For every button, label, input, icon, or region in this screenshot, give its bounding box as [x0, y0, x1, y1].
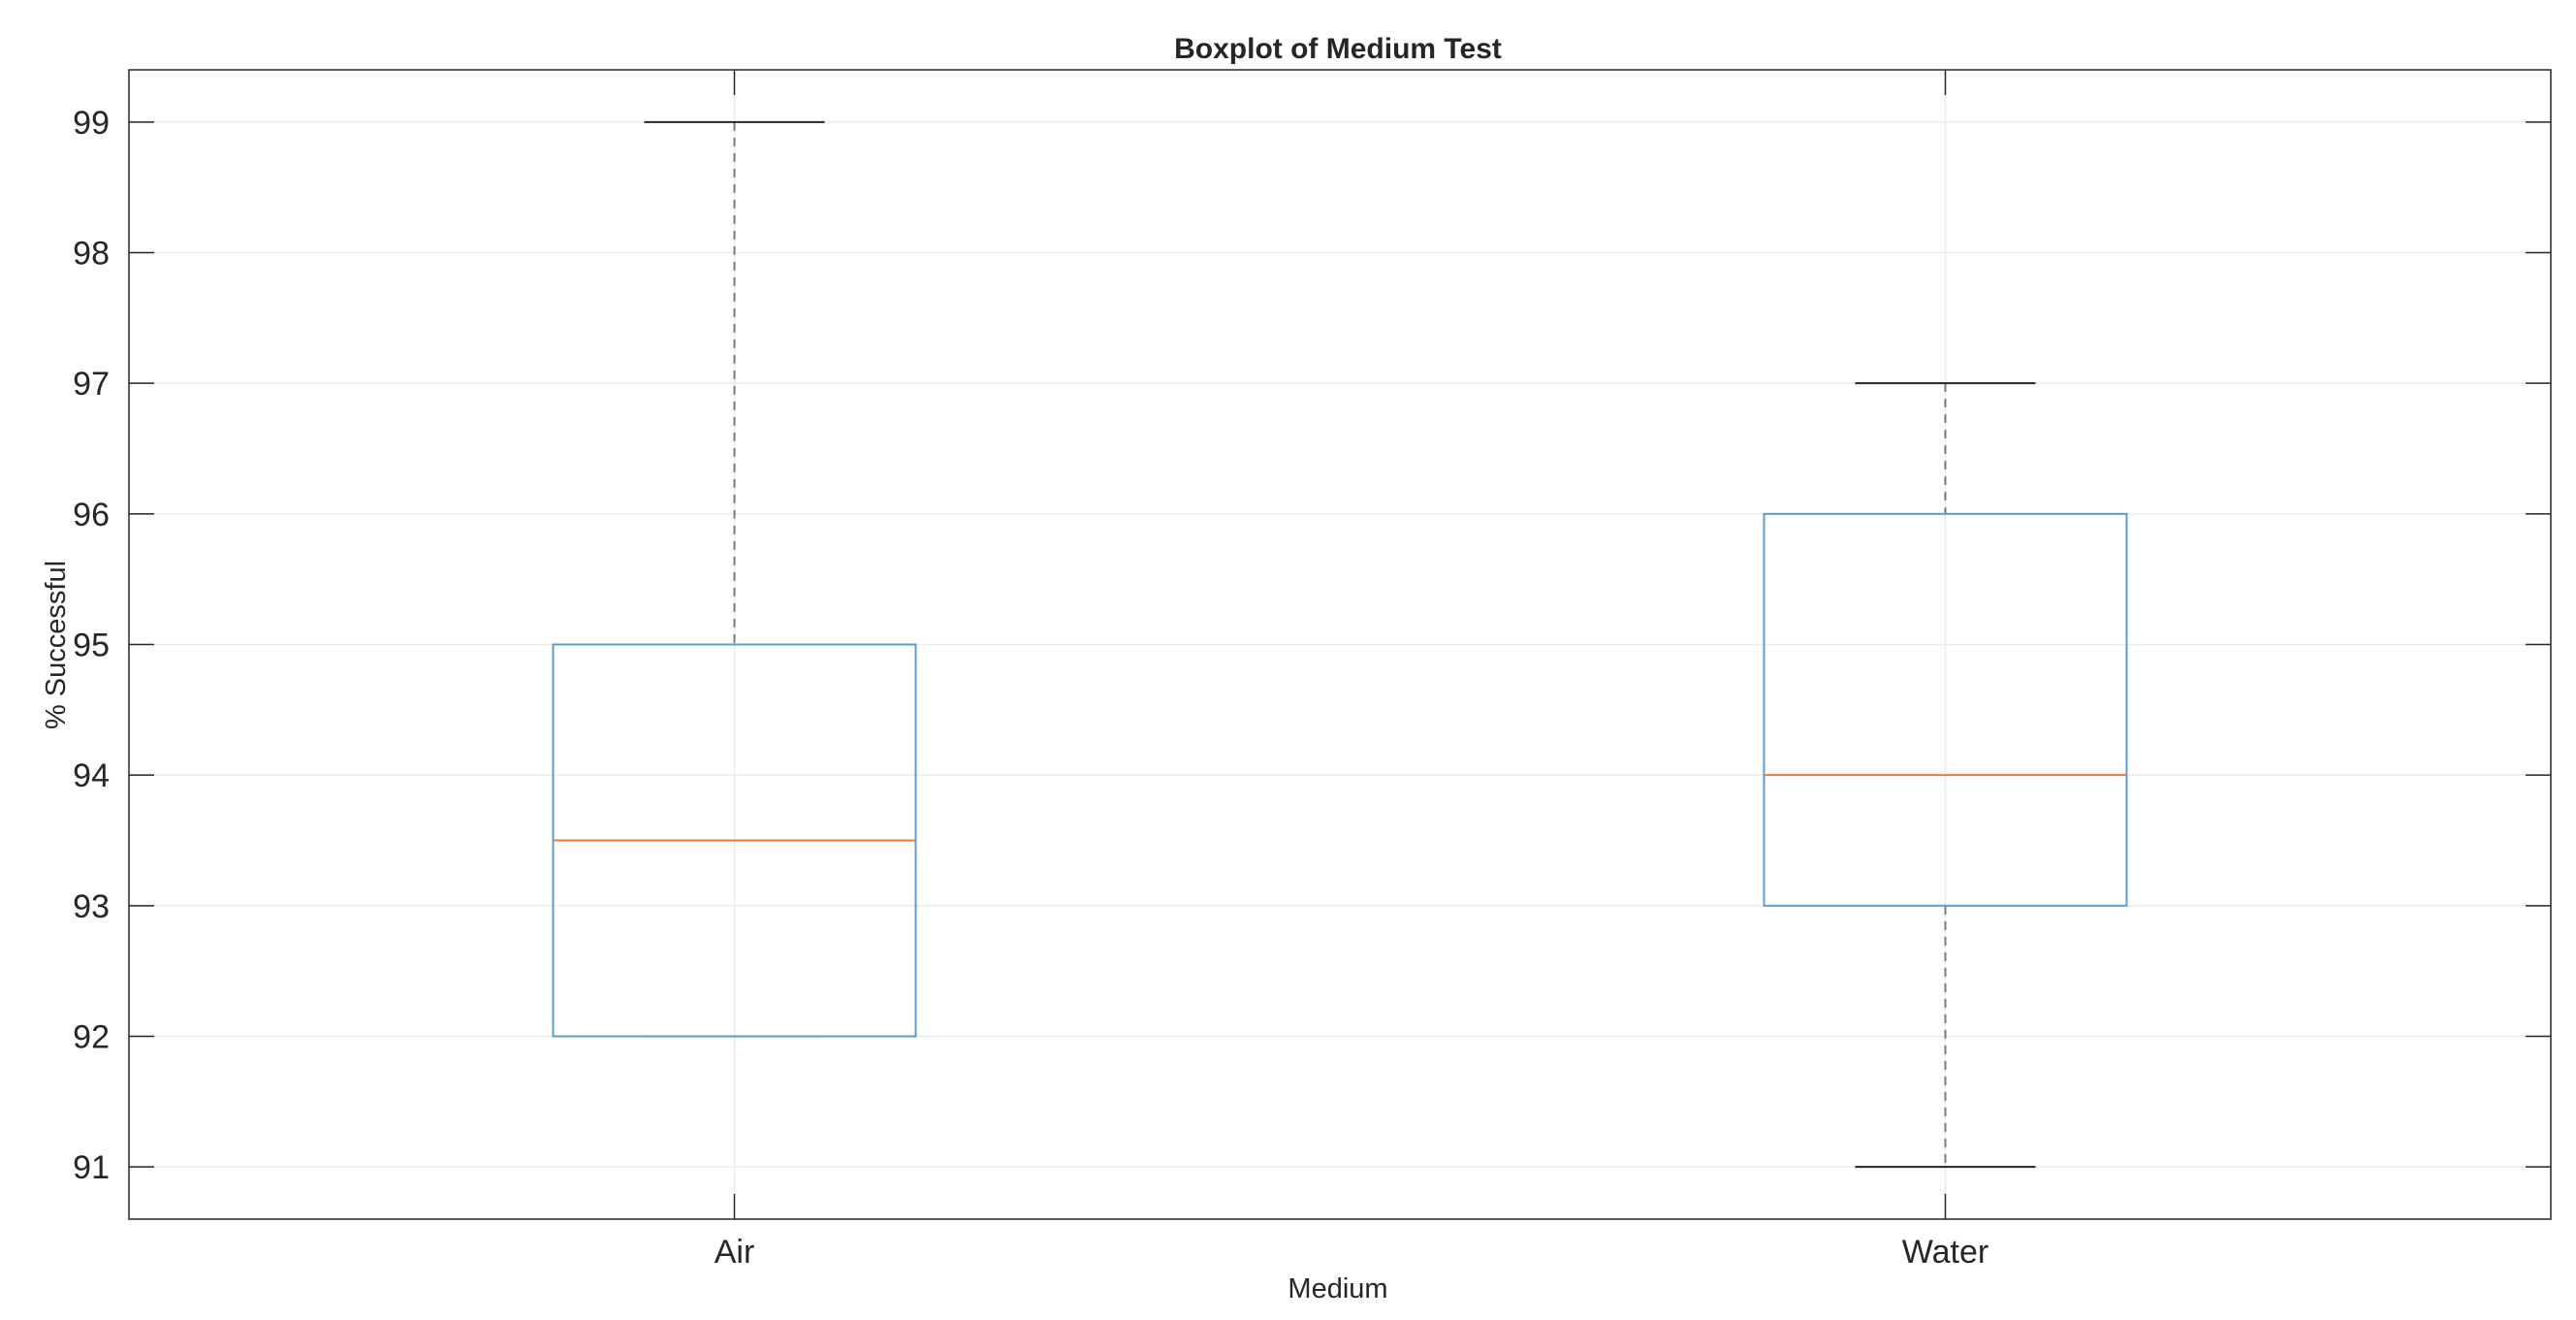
y-axis-label: % Successful — [41, 561, 72, 729]
box-group-water — [1763, 382, 2128, 1169]
y-tick-label: 95 — [73, 628, 110, 664]
plot-area — [552, 120, 2128, 1169]
box-group-air — [552, 120, 917, 1038]
axis-ticks — [129, 70, 2551, 1219]
x-tick-label: Air — [715, 1234, 755, 1271]
y-tick-label: 99 — [73, 105, 110, 142]
y-tick-label: 91 — [73, 1149, 110, 1186]
y-tick-label: 93 — [73, 888, 110, 925]
x-axis-label: Medium — [1288, 1273, 1387, 1304]
y-tick-label: 92 — [73, 1018, 110, 1055]
grid-lines — [129, 70, 2551, 1219]
iqr-box — [1763, 512, 2128, 907]
chart-title: Boxplot of Medium Test — [1174, 33, 1502, 65]
y-tick-label: 96 — [73, 497, 110, 533]
y-tick-label: 98 — [73, 236, 110, 273]
y-tick-label: 94 — [73, 757, 110, 794]
y-tick-label: 97 — [73, 366, 110, 402]
x-tick-label: Water — [1902, 1234, 1988, 1271]
